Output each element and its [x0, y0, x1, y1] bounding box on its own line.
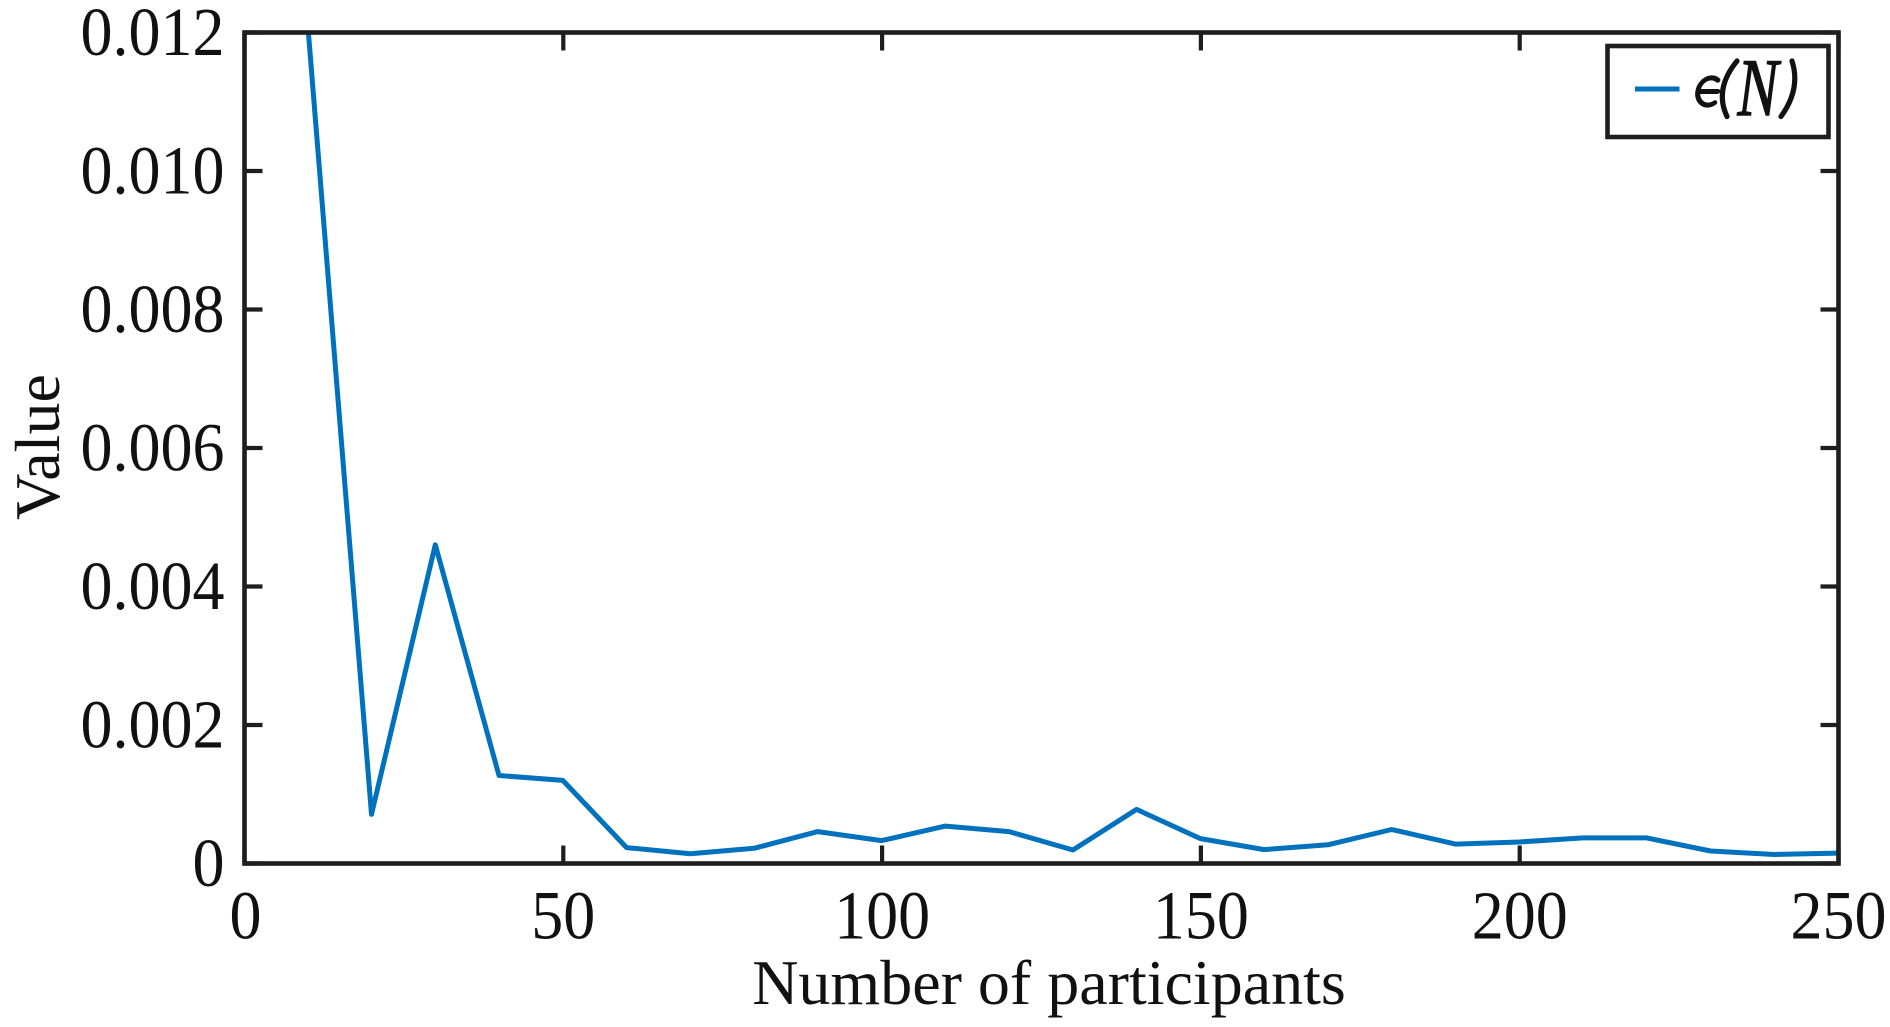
svg-text:0.006: 0.006 — [81, 410, 225, 486]
svg-text:0.002: 0.002 — [81, 687, 225, 763]
svg-text:0: 0 — [230, 878, 262, 954]
svg-text:200: 200 — [1472, 878, 1568, 954]
svg-text:0.008: 0.008 — [81, 272, 225, 348]
svg-text:N: N — [1737, 43, 1782, 134]
svg-text:0.012: 0.012 — [81, 0, 225, 70]
svg-text:250: 250 — [1791, 878, 1887, 954]
svg-text:Value: Value — [2, 374, 73, 520]
svg-text:50: 50 — [531, 878, 595, 954]
svg-text:100: 100 — [834, 878, 930, 954]
svg-text:Number of participants: Number of participants — [752, 947, 1346, 1018]
svg-text:0.010: 0.010 — [81, 133, 225, 209]
svg-text:150: 150 — [1153, 878, 1249, 954]
svg-text:0: 0 — [193, 826, 225, 902]
svg-text:0.004: 0.004 — [81, 549, 225, 625]
